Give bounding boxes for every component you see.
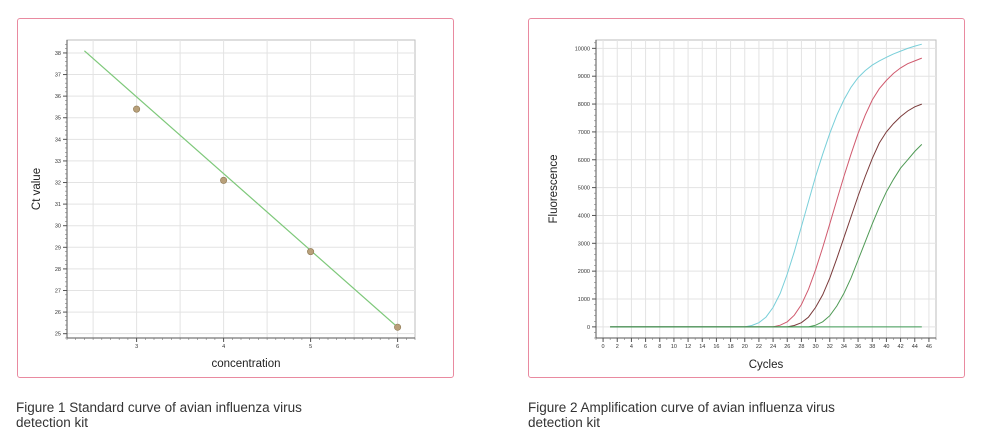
x-tick-label: 6: [644, 344, 647, 350]
data-point: [133, 105, 141, 113]
y-tick-label: 3000: [578, 241, 590, 247]
x-tick-label: 4: [222, 344, 225, 350]
y-tick-label: 10000: [575, 46, 590, 52]
x-tick-label: 32: [827, 344, 833, 350]
x-axis-title: Cycles: [749, 359, 784, 371]
x-tick-label: 5: [309, 344, 312, 350]
y-tick-label: 4000: [578, 213, 590, 219]
y-tick-label: 6000: [578, 158, 590, 164]
x-tick-label: 20: [742, 344, 748, 350]
y-tick-label: 28: [55, 267, 61, 273]
fit-line: [84, 50, 398, 328]
y-tick-label: 31: [55, 202, 61, 208]
x-tick-label: 22: [756, 344, 762, 350]
x-tick-label: 12: [685, 344, 691, 350]
figure-1-caption: Figure 1 Standard curve of avian influen…: [16, 400, 302, 430]
x-tick-label: 34: [841, 344, 847, 350]
x-tick-label: 28: [798, 344, 804, 350]
x-tick-label: 3: [135, 344, 138, 350]
x-tick-label: 42: [898, 344, 904, 350]
x-tick-label: 8: [658, 344, 661, 350]
y-tick-label: 2000: [578, 269, 590, 275]
amplification-series-3: [610, 103, 922, 328]
y-axis-title: Fluorescence: [548, 154, 560, 223]
x-tick-label: 4: [630, 344, 633, 350]
x-tick-label: 10: [671, 344, 677, 350]
amplification-curve-card: 0 2 4 6 8 10 12 14 16 18 20 22 24 26 28 30 32 34 36 38 40 42 4…: [528, 18, 965, 378]
y-tick-label: 36: [55, 94, 61, 100]
y-tick-label: 8000: [578, 102, 590, 108]
y-tick-label: 26: [55, 310, 61, 316]
figure-2-caption: Figure 2 Amplification curve of avian in…: [528, 400, 835, 430]
x-tick-label: 46: [926, 344, 932, 350]
y-tick-label: 0: [587, 325, 590, 331]
x-tick-label: 18: [728, 344, 734, 350]
x-tick-label: 26: [784, 344, 790, 350]
data-point: [394, 323, 402, 331]
y-tick-label: 35: [55, 116, 61, 122]
x-tick-label: 44: [912, 344, 918, 350]
x-tick-label: 38: [869, 344, 875, 350]
y-tick-label: 5000: [578, 186, 590, 192]
data-point: [307, 248, 315, 256]
x-tick-label: 40: [883, 344, 889, 350]
y-tick-label: 32: [55, 181, 61, 187]
data-point: [220, 176, 228, 184]
y-tick-label: 29: [55, 245, 61, 251]
standard-curve-chart: 3 4 5 62526272829303132333435363738concentr…: [31, 39, 416, 370]
x-tick-label: 14: [699, 344, 705, 350]
y-tick-label: 33: [55, 159, 61, 165]
x-tick-label: 0: [602, 344, 605, 350]
amplification-series-2: [610, 57, 922, 328]
y-tick-label: 30: [55, 224, 61, 230]
x-tick-label: 2: [616, 344, 619, 350]
plot-area: [595, 39, 937, 339]
amplification-curve-chart: 0 2 4 6 8 10 12 14 16 18 20 22 24 26 28 30 32 34 36 38 40 42 4…: [548, 39, 937, 371]
y-tick-label: 38: [55, 51, 61, 57]
x-tick-label: 24: [770, 344, 776, 350]
x-tick-label: 6: [396, 344, 399, 350]
x-tick-label: 30: [813, 344, 819, 350]
amplification-series-4: [610, 144, 923, 328]
y-tick-label: 7000: [578, 130, 590, 136]
x-tick-label: 36: [855, 344, 861, 350]
y-tick-label: 1000: [578, 297, 590, 303]
y-tick-label: 9000: [578, 74, 590, 80]
y-axis-title: Ct value: [31, 168, 43, 210]
x-axis-title: concentration: [211, 358, 280, 370]
y-tick-label: 25: [55, 332, 61, 338]
y-tick-label: 37: [55, 73, 61, 79]
y-tick-label: 34: [55, 137, 61, 143]
standard-curve-card: 3 4 5 6 25 26 27 28 29 30 31 32 33 34 35 36 37 38 concentr…: [17, 18, 454, 378]
y-tick-label: 27: [55, 288, 61, 294]
amplification-series-1: [610, 43, 922, 328]
x-tick-label: 16: [713, 344, 719, 350]
